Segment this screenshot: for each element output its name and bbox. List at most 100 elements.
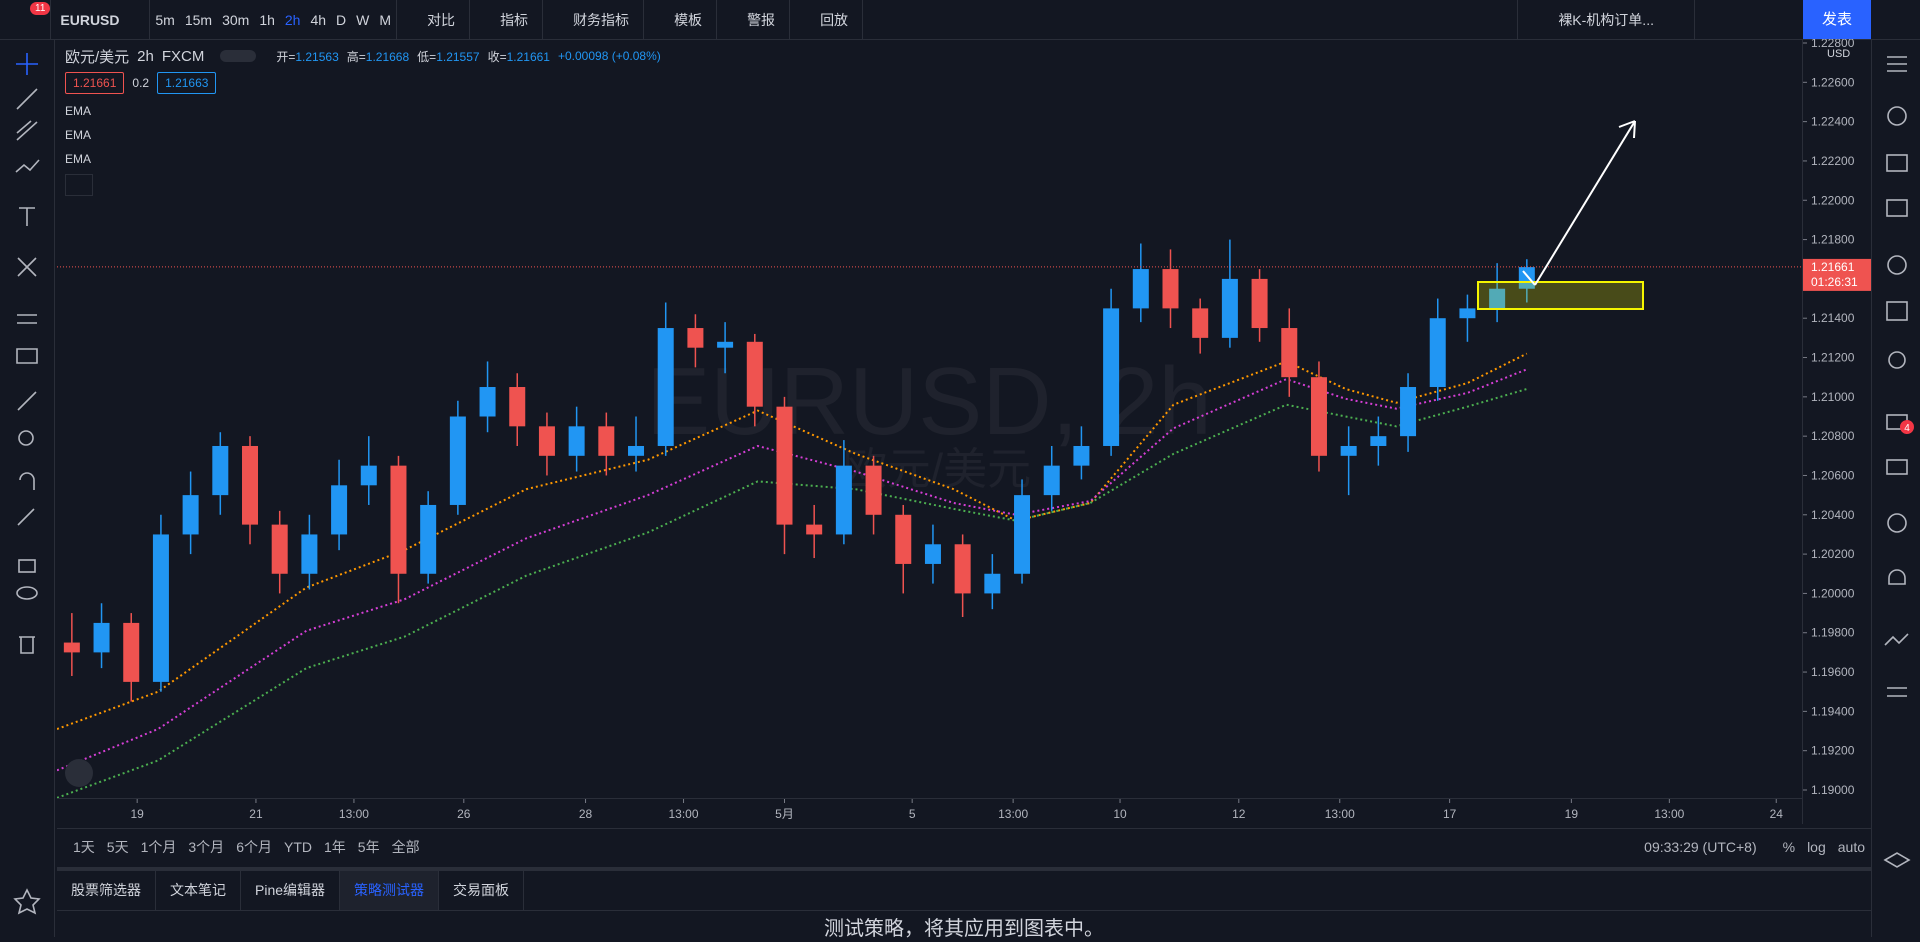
candle-body	[895, 514, 912, 564]
tool-button[interactable]: 财务指标	[573, 11, 630, 28]
left-toolbar	[0, 40, 55, 937]
y-tick-label: 1.22600	[1811, 75, 1855, 89]
period[interactable]: 全部	[391, 839, 420, 855]
tool-button[interactable]: 警报	[747, 11, 776, 28]
arrow	[1522, 120, 1636, 286]
x-tick-label: 5月	[775, 807, 794, 821]
interval[interactable]: 15m	[184, 11, 213, 28]
panel-tab[interactable]: Pine编辑器	[241, 871, 341, 910]
candle-body	[568, 426, 585, 456]
candle-body	[984, 573, 1001, 594]
ohlc-value: 1.21557	[436, 49, 480, 64]
tool-button[interactable]: 对比	[427, 11, 456, 28]
ohlc-label: 开=	[276, 49, 296, 64]
legend-pair: 欧元/美元	[65, 48, 130, 66]
time-axis: 19 21 13:00 26 28 13:00 5月 5 13:00 10 12 13:00 17 19 1…	[57, 798, 1802, 821]
period[interactable]: 3个月	[188, 839, 225, 855]
logo	[65, 759, 93, 787]
y-tick-label: 1.22200	[1811, 154, 1855, 168]
interval[interactable]: 4h	[310, 11, 327, 28]
countdown: 01:26:31	[1811, 275, 1858, 289]
panel-tab[interactable]: 股票筛选器	[57, 871, 156, 910]
interval[interactable]: W	[356, 11, 370, 28]
indicator-name: EMA	[65, 128, 92, 142]
candle-body	[1043, 465, 1060, 496]
separator	[1517, 0, 1519, 39]
y-tick-label: 1.19400	[1811, 704, 1855, 718]
candle-body	[538, 426, 555, 456]
candle-body	[182, 495, 199, 535]
ema-line	[57, 352, 1528, 730]
currency: USD	[1827, 48, 1850, 60]
separator	[542, 0, 544, 39]
y-tick-label: 1.20800	[1811, 429, 1855, 443]
candle-body	[598, 426, 615, 456]
y-tick-label: 1.22400	[1811, 115, 1855, 129]
indicator-name: EMA	[65, 104, 92, 118]
ask: 1.21663	[157, 72, 217, 94]
interval[interactable]: 2h	[284, 11, 301, 28]
right-icons: 4	[1883, 56, 1914, 868]
tool-button[interactable]: 回放	[820, 11, 849, 28]
panel-tab[interactable]: 交易面板	[439, 871, 525, 910]
interval[interactable]: 1h	[259, 11, 275, 28]
period[interactable]: 5天	[106, 839, 129, 855]
price-axis: 1.19000 1.19200 1.19400 1.19600 1.19800 1.200…	[1802, 39, 1871, 824]
candle-body	[212, 445, 229, 496]
tool-button[interactable]: 指标	[500, 11, 529, 28]
period[interactable]: 5年	[357, 839, 380, 855]
candle-body	[1103, 308, 1120, 446]
y-tick-label: 1.20400	[1811, 508, 1855, 522]
scale-option[interactable]: %	[1782, 839, 1796, 855]
interval[interactable]: 30m	[222, 11, 250, 28]
x-tick-label: 19	[130, 807, 144, 821]
x-tick-label: 13:00	[1325, 807, 1355, 821]
change: +0.00098 (+0.08%)	[557, 49, 661, 63]
interval[interactable]: D	[336, 11, 347, 28]
scale-option[interactable]: auto	[1837, 839, 1865, 855]
x-tick-label: 26	[457, 807, 471, 821]
interval[interactable]: M	[379, 11, 392, 28]
candle-body	[93, 622, 110, 653]
y-tick-label: 1.21400	[1811, 311, 1855, 325]
candle-body	[1429, 318, 1446, 388]
candle-body	[657, 328, 674, 446]
interval[interactable]: 5m	[155, 11, 175, 28]
x-tick-label: 5	[909, 807, 916, 821]
y-tick-label: 1.21200	[1811, 351, 1855, 365]
period[interactable]: 1个月	[140, 839, 177, 855]
layout-name[interactable]: 裸K-机构订单...	[1558, 11, 1654, 28]
panel-tab[interactable]: 文本笔记	[156, 871, 241, 910]
candle-body	[1192, 308, 1209, 338]
badge-count: 4	[1904, 423, 1910, 434]
ohlc-item: 开=1.21563	[276, 48, 338, 65]
tool-button[interactable]: 模板	[674, 11, 703, 28]
period[interactable]: 6个月	[236, 839, 272, 855]
symbol[interactable]: EURUSD	[60, 11, 120, 28]
period[interactable]: YTD	[283, 839, 312, 855]
collapse-button[interactable]	[65, 174, 93, 196]
ohlc-value: 1.21668	[365, 49, 410, 64]
scale-option[interactable]: log	[1807, 839, 1826, 855]
candle-body	[271, 524, 288, 574]
candle-body	[687, 328, 704, 348]
notification-badge[interactable]: 11	[30, 2, 51, 15]
publish-button[interactable]: 发表	[1802, 0, 1871, 39]
period[interactable]: 1年	[323, 839, 346, 855]
candle-body	[1310, 377, 1327, 456]
tool-icons	[13, 53, 41, 915]
candle-body	[806, 524, 823, 535]
x-tick-label: 13:00	[1654, 807, 1684, 821]
ohlc-label: 低=	[417, 49, 437, 64]
legend-source: FXCM	[161, 47, 205, 65]
x-tick-label: 12	[1232, 807, 1246, 821]
candle-body	[835, 465, 852, 535]
candle-body	[63, 642, 80, 653]
watermark: EURUSD, 2h	[646, 348, 1212, 455]
period[interactable]: 1天	[73, 839, 95, 855]
legend-interval: 2h	[137, 47, 154, 65]
clock: 09:33:29 (UTC+8)	[1644, 839, 1757, 855]
candle-body	[954, 544, 971, 594]
panel-tab[interactable]: 策略测试器	[340, 871, 440, 910]
